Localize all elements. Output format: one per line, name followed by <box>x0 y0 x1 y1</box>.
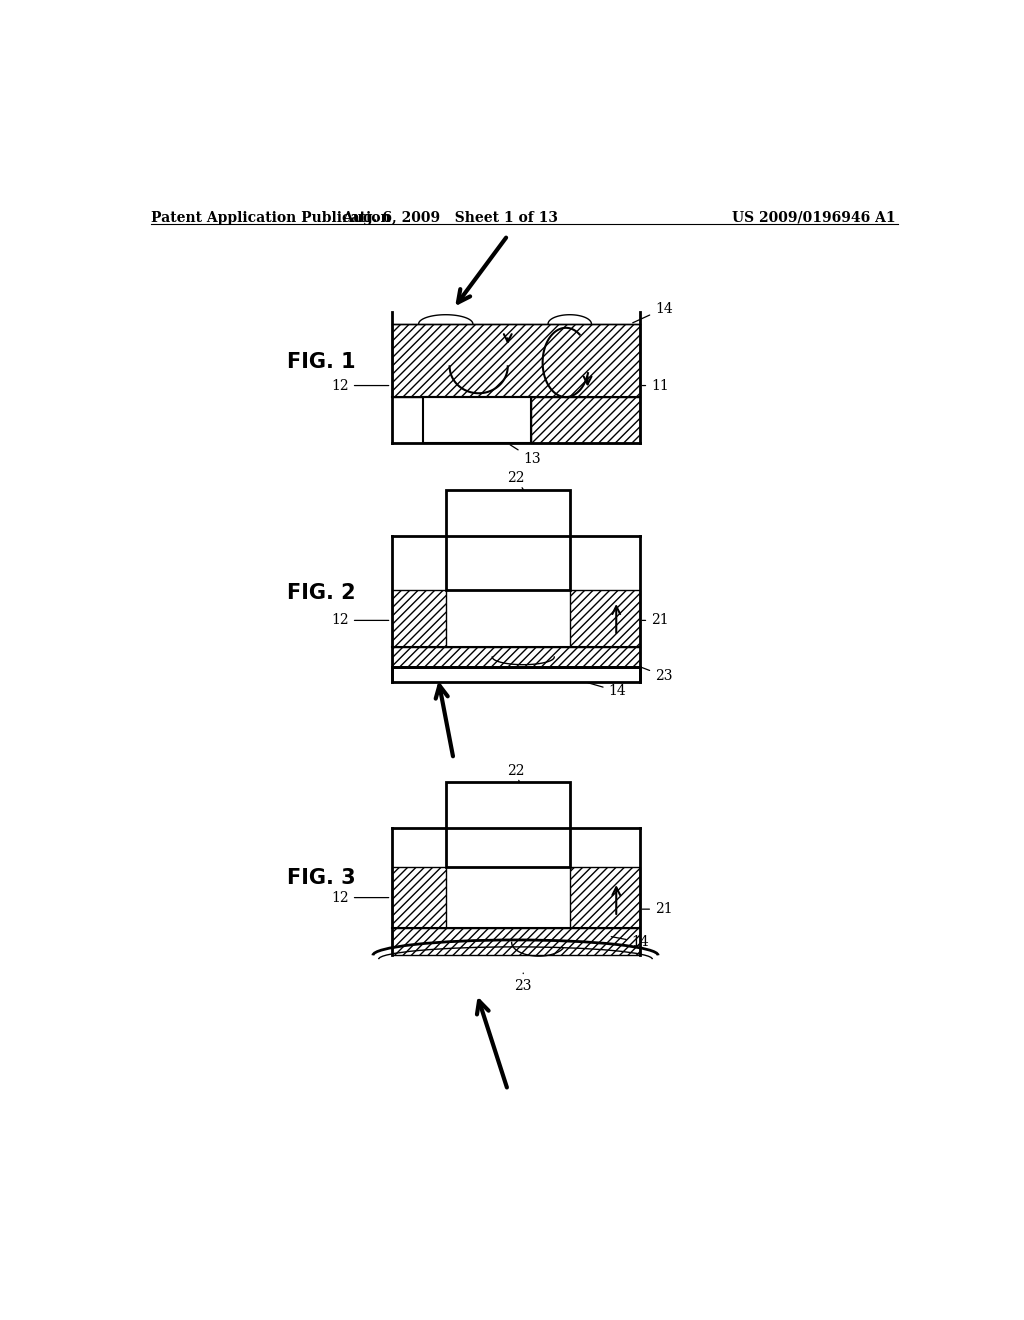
Text: 14: 14 <box>633 301 673 323</box>
Text: Aug. 6, 2009   Sheet 1 of 13: Aug. 6, 2009 Sheet 1 of 13 <box>342 211 558 224</box>
Text: 21: 21 <box>642 902 673 916</box>
Bar <box>391 928 640 956</box>
Bar <box>391 647 640 667</box>
Bar <box>531 397 640 444</box>
Bar <box>391 867 445 928</box>
Text: 22: 22 <box>507 471 524 490</box>
Text: 11: 11 <box>642 379 669 392</box>
Text: FIG. 3: FIG. 3 <box>287 869 355 888</box>
Bar <box>445 490 569 590</box>
Text: 12: 12 <box>331 891 389 904</box>
Bar <box>569 590 640 647</box>
Text: US 2009/0196946 A1: US 2009/0196946 A1 <box>731 211 895 224</box>
Text: 12: 12 <box>331 379 389 392</box>
Bar <box>569 867 640 928</box>
Text: 23: 23 <box>514 973 532 993</box>
Bar <box>391 667 640 682</box>
Text: 14: 14 <box>588 682 627 698</box>
Bar <box>391 590 445 647</box>
Text: 14: 14 <box>611 936 649 949</box>
Text: FIG. 1: FIG. 1 <box>287 352 355 372</box>
Text: 23: 23 <box>642 668 673 682</box>
Bar <box>445 781 569 867</box>
Text: Patent Application Publication: Patent Application Publication <box>152 211 391 224</box>
Bar <box>423 397 531 444</box>
Text: FIG. 2: FIG. 2 <box>287 583 355 603</box>
Text: 12: 12 <box>331 614 389 627</box>
Text: 22: 22 <box>507 763 524 781</box>
Text: 13: 13 <box>510 445 541 466</box>
Bar <box>391 323 640 397</box>
Text: 21: 21 <box>642 614 669 627</box>
